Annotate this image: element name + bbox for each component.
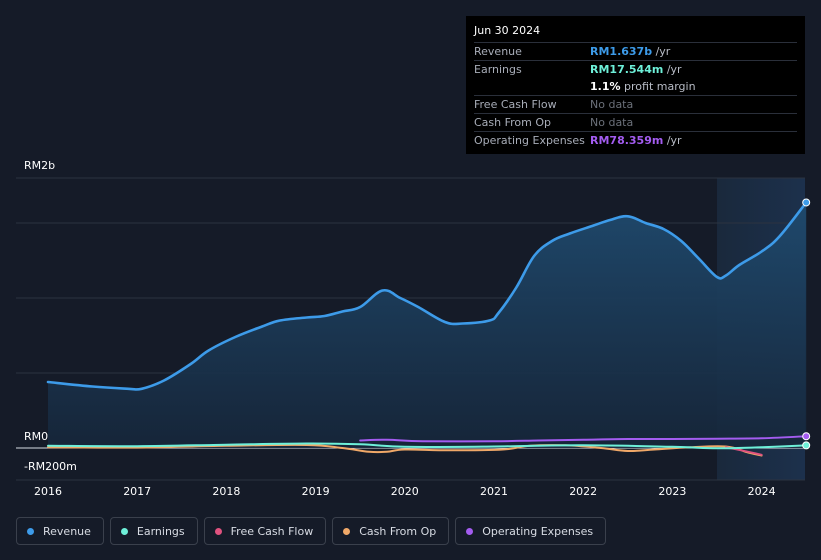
x-tick-label: 2024 [748,485,776,498]
tooltip-unit: profit margin [624,80,696,93]
legend-label: Cash From Op [359,524,437,538]
tooltip-value: 1.1% [590,80,621,93]
legend-label: Earnings [136,524,185,538]
tooltip-row-earnings: Earnings RM17.544m /yr [474,60,797,78]
legend-operating-expenses[interactable]: Operating Expenses [455,517,607,545]
x-tick-label: 2023 [658,485,686,498]
tooltip-row-margin: 1.1% profit margin [474,78,797,95]
y-axis: RM2b RM0 -RM200m [24,159,77,473]
legend-dot-icon [27,527,34,535]
data-tooltip: Jun 30 2024 Revenue RM1.637b /yr Earning… [466,16,805,154]
x-tick-label: 2016 [34,485,62,498]
revenue-line [46,201,808,391]
tooltip-unit: /yr [655,45,671,58]
x-tick-label: 2017 [123,485,151,498]
earnings-line [47,442,808,450]
end-dots [802,198,811,450]
tooltip-label: Revenue [474,45,522,58]
x-axis: 2016 2017 2018 2019 2020 2021 2022 2023 2024 [34,485,776,498]
tooltip-row-fcf: Free Cash Flow No data [474,95,797,113]
tooltip-row-opex: Operating Expenses RM78.359m /yr [474,131,797,149]
tooltip-unit: /yr [666,134,682,147]
tooltip-value: No data [590,98,634,111]
x-tick-label: 2022 [569,485,597,498]
tooltip-label: Free Cash Flow [474,98,557,111]
legend-dot-icon [343,527,351,535]
tooltip-date: Jun 30 2024 [474,24,541,37]
legend-revenue[interactable]: Revenue [16,517,104,545]
tooltip-label: Cash From Op [474,116,552,129]
legend-dot-icon [466,527,474,535]
revenue-end-dot [802,198,811,207]
x-tick-label: 2020 [391,485,419,498]
tooltip-label [474,80,590,94]
tooltip-value: RM78.359m [590,134,664,147]
legend-cash-from-op[interactable]: Cash From Op [332,517,450,545]
operating-expenses-line [359,435,808,443]
tooltip-row-cfo: Cash From Op No data [474,113,797,131]
y-tick-label: -RM200m [24,460,77,473]
tooltip-label: Earnings [474,63,522,76]
legend-label: Revenue [43,524,91,538]
tooltip-row-revenue: Revenue RM1.637b /yr [474,42,797,60]
revenue-area [48,202,807,448]
legend-dot-icon [214,527,222,535]
legend-free-cash-flow[interactable]: Free Cash Flow [203,517,327,545]
y-tick-label: RM0 [24,430,48,443]
x-tick-label: 2021 [480,485,508,498]
legend-earnings[interactable]: Earnings [109,517,198,545]
legend-label: Operating Expenses [482,524,594,538]
legend-label: Free Cash Flow [230,524,314,538]
y-tick-label: RM2b [24,159,55,172]
series-lines [46,201,808,457]
x-tick-label: 2018 [212,485,240,498]
earnings-end-dot [802,441,811,450]
tooltip-unit: /yr [666,63,682,76]
tooltip-label: Operating Expenses [474,134,585,147]
tooltip-value: RM1.637b [590,45,653,58]
tooltip-value: RM17.544m [590,63,664,76]
tooltip-value: No data [590,116,634,129]
chart-legend: Revenue Earnings Free Cash Flow Cash Fro… [16,517,607,545]
x-tick-label: 2019 [302,485,330,498]
operating-expenses-end-dot [802,432,811,441]
legend-dot-icon [120,527,128,535]
